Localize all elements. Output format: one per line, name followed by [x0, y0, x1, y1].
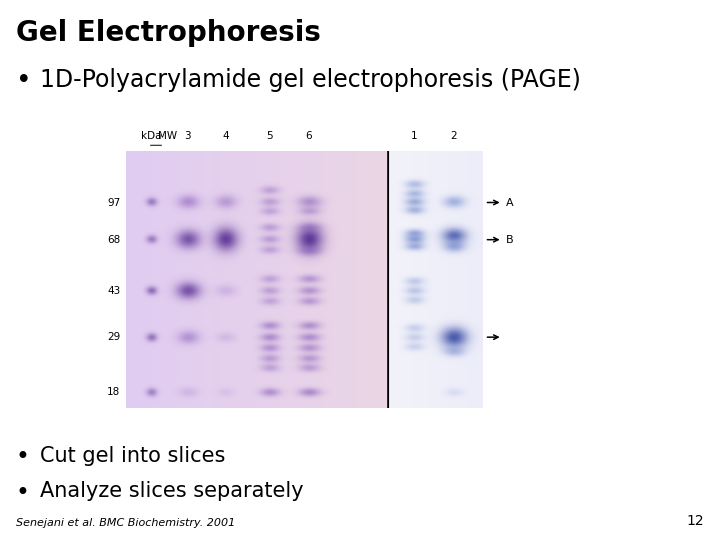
Text: 4: 4 [222, 131, 229, 141]
Text: 68: 68 [107, 235, 120, 245]
Text: 1D-Polyacrylamide gel electrophoresis (PAGE): 1D-Polyacrylamide gel electrophoresis (P… [40, 68, 580, 91]
Text: 97: 97 [107, 198, 120, 207]
Text: Cut gel into slices: Cut gel into slices [40, 446, 225, 465]
Text: 6: 6 [305, 131, 312, 141]
Text: 29: 29 [107, 332, 120, 342]
Text: Senejani et al. BMC Biochemistry. 2001: Senejani et al. BMC Biochemistry. 2001 [16, 518, 235, 528]
Text: 1: 1 [410, 131, 418, 141]
Text: 12: 12 [687, 514, 704, 528]
Text: 5: 5 [266, 131, 273, 141]
Text: •: • [16, 446, 30, 469]
Text: 43: 43 [107, 286, 120, 296]
Text: 3: 3 [184, 131, 192, 141]
Text: Gel Electrophoresis: Gel Electrophoresis [16, 19, 320, 47]
Text: 18: 18 [107, 387, 120, 397]
Text: •: • [16, 68, 32, 93]
Text: B: B [505, 235, 513, 245]
Text: Analyze slices separately: Analyze slices separately [40, 481, 303, 501]
Text: kDa: kDa [141, 131, 161, 141]
Text: 2: 2 [450, 131, 456, 141]
Text: •: • [16, 481, 30, 504]
Text: MW: MW [158, 131, 177, 141]
Text: A: A [505, 198, 513, 207]
